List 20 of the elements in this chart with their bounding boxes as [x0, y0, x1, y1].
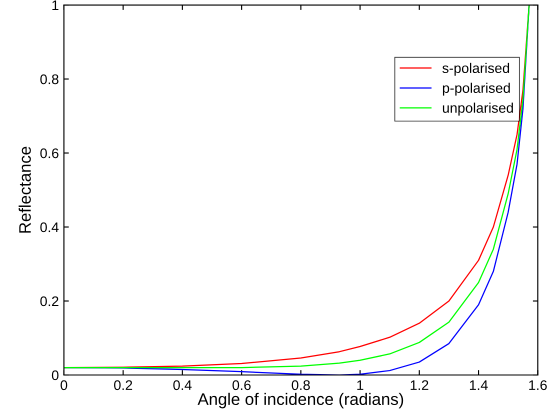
x-tick-label: 0.6: [232, 380, 251, 390]
x-tick-label: 1.2: [410, 380, 428, 390]
y-tick-label: 0.4: [40, 222, 59, 232]
legend-label: s-polarised: [442, 62, 510, 76]
y-tick-label: 0.6: [40, 148, 58, 158]
x-tick-label: 1.6: [529, 380, 547, 390]
legend-label: unpolarised: [442, 102, 513, 116]
x-axis-title: Angle of incidence (radians): [198, 392, 404, 408]
x-tick-label: 0.2: [114, 380, 132, 390]
x-tick-label: 1: [357, 380, 364, 390]
legend-label: p-polarised: [442, 82, 510, 96]
x-tick-label: 0.8: [292, 380, 310, 390]
x-tick-label: 1.4: [470, 380, 488, 390]
y-tick-label: 0: [52, 370, 59, 380]
y-tick-label: 0.2: [40, 296, 58, 306]
x-tick-label: 0: [60, 380, 68, 390]
y-axis-title: Reflectance: [18, 146, 31, 233]
y-tick-label: 0.8: [40, 74, 58, 84]
x-tick-label: 0.4: [173, 380, 192, 390]
y-tick-label: 1: [52, 0, 58, 10]
